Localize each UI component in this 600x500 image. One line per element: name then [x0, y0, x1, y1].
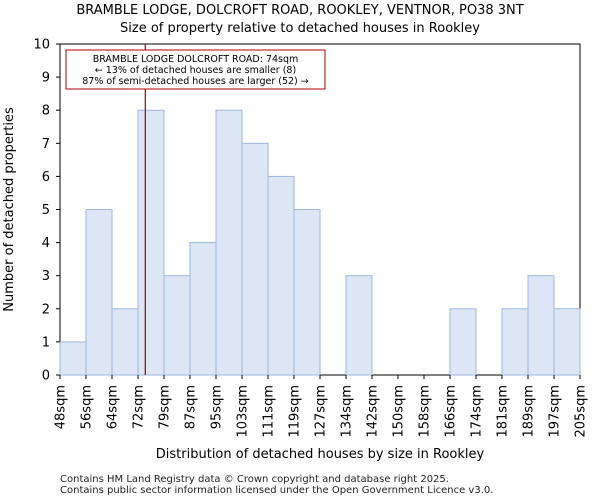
bar-111sqm [267, 175, 295, 376]
y-tick-label-0: 0 [42, 369, 50, 384]
bar-197sqm [553, 308, 581, 376]
x-tick-label-79sqm: 79sqm [158, 385, 173, 429]
bar-48sqm [59, 341, 87, 376]
x-tick-label-181sqm: 181sqm [496, 385, 511, 438]
chart-title-line2: Size of property relative to detached ho… [120, 21, 480, 36]
bar-134sqm [345, 275, 373, 376]
bar-72sqm [137, 109, 165, 376]
x-tick-label-150sqm: 150sqm [392, 385, 407, 438]
x-tick-label-111sqm: 111sqm [262, 385, 277, 438]
bar-87sqm [189, 242, 217, 376]
y-tick-label-8: 8 [42, 104, 50, 119]
bar-166sqm [449, 308, 477, 376]
bar-95sqm [215, 109, 243, 376]
x-tick-label-189sqm: 189sqm [522, 385, 537, 438]
x-tick-label-158sqm: 158sqm [418, 385, 433, 438]
bar-189sqm [527, 275, 555, 376]
y-tick-label-3: 3 [42, 269, 50, 284]
annotation-line-2: ← 13% of detached houses are smaller (8) [95, 65, 296, 76]
y-tick-label-7: 7 [42, 137, 50, 152]
bar-79sqm [163, 275, 191, 376]
x-tick-label-56sqm: 56sqm [80, 385, 95, 429]
y-tick-label-9: 9 [42, 71, 50, 86]
x-tick-label-127sqm: 127sqm [314, 385, 329, 438]
footer-licence: Contains public sector information licen… [60, 485, 494, 496]
x-tick-label-174sqm: 174sqm [470, 385, 485, 438]
x-tick-label-72sqm: 72sqm [132, 385, 147, 429]
y-tick-label-5: 5 [42, 203, 50, 218]
footer-copyright: Contains HM Land Registry data © Crown c… [60, 474, 449, 485]
y-tick-label-10: 10 [33, 38, 50, 53]
x-tick-label-142sqm: 142sqm [366, 385, 381, 438]
x-tick-label-95sqm: 95sqm [210, 385, 225, 429]
bar-56sqm [85, 209, 113, 376]
annotation-box [65, 49, 326, 90]
bar-119sqm [293, 209, 321, 376]
y-axis-label: Number of detached properties [2, 107, 17, 312]
annotation-line-1: BRAMBLE LODGE DOLCROFT ROAD: 74sqm [93, 54, 299, 65]
x-axis-label: Distribution of detached houses by size … [156, 447, 485, 462]
y-tick-label-2: 2 [42, 302, 50, 317]
y-tick-label-1: 1 [42, 335, 50, 350]
bar-64sqm [111, 308, 139, 376]
bar-103sqm [241, 142, 269, 376]
annotation-line-3: 87% of semi-detached houses are larger (… [82, 76, 309, 87]
y-tick-label-4: 4 [42, 236, 50, 251]
x-tick-label-205sqm: 205sqm [574, 385, 589, 438]
bar-181sqm [501, 308, 529, 376]
chart-title-line1: BRAMBLE LODGE, DOLCROFT ROAD, ROOKLEY, V… [76, 3, 524, 18]
x-tick-label-48sqm: 48sqm [54, 385, 69, 429]
x-tick-label-119sqm: 119sqm [288, 385, 303, 438]
x-tick-label-134sqm: 134sqm [340, 385, 355, 438]
x-tick-label-87sqm: 87sqm [184, 385, 199, 429]
x-tick-label-197sqm: 197sqm [548, 385, 563, 438]
x-tick-label-64sqm: 64sqm [106, 385, 121, 429]
x-tick-label-103sqm: 103sqm [236, 385, 251, 438]
y-tick-label-6: 6 [42, 170, 50, 185]
x-tick-label-166sqm: 166sqm [444, 385, 459, 438]
